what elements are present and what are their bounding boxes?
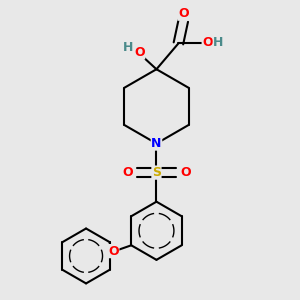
Text: O: O: [108, 244, 119, 258]
Text: S: S: [152, 166, 161, 179]
Text: H: H: [123, 41, 134, 54]
Text: O: O: [134, 46, 145, 59]
Text: O: O: [202, 36, 213, 49]
Text: O: O: [180, 166, 191, 179]
Text: H: H: [213, 36, 224, 49]
Text: N: N: [151, 137, 162, 150]
Text: O: O: [122, 166, 133, 179]
Text: O: O: [178, 7, 189, 20]
